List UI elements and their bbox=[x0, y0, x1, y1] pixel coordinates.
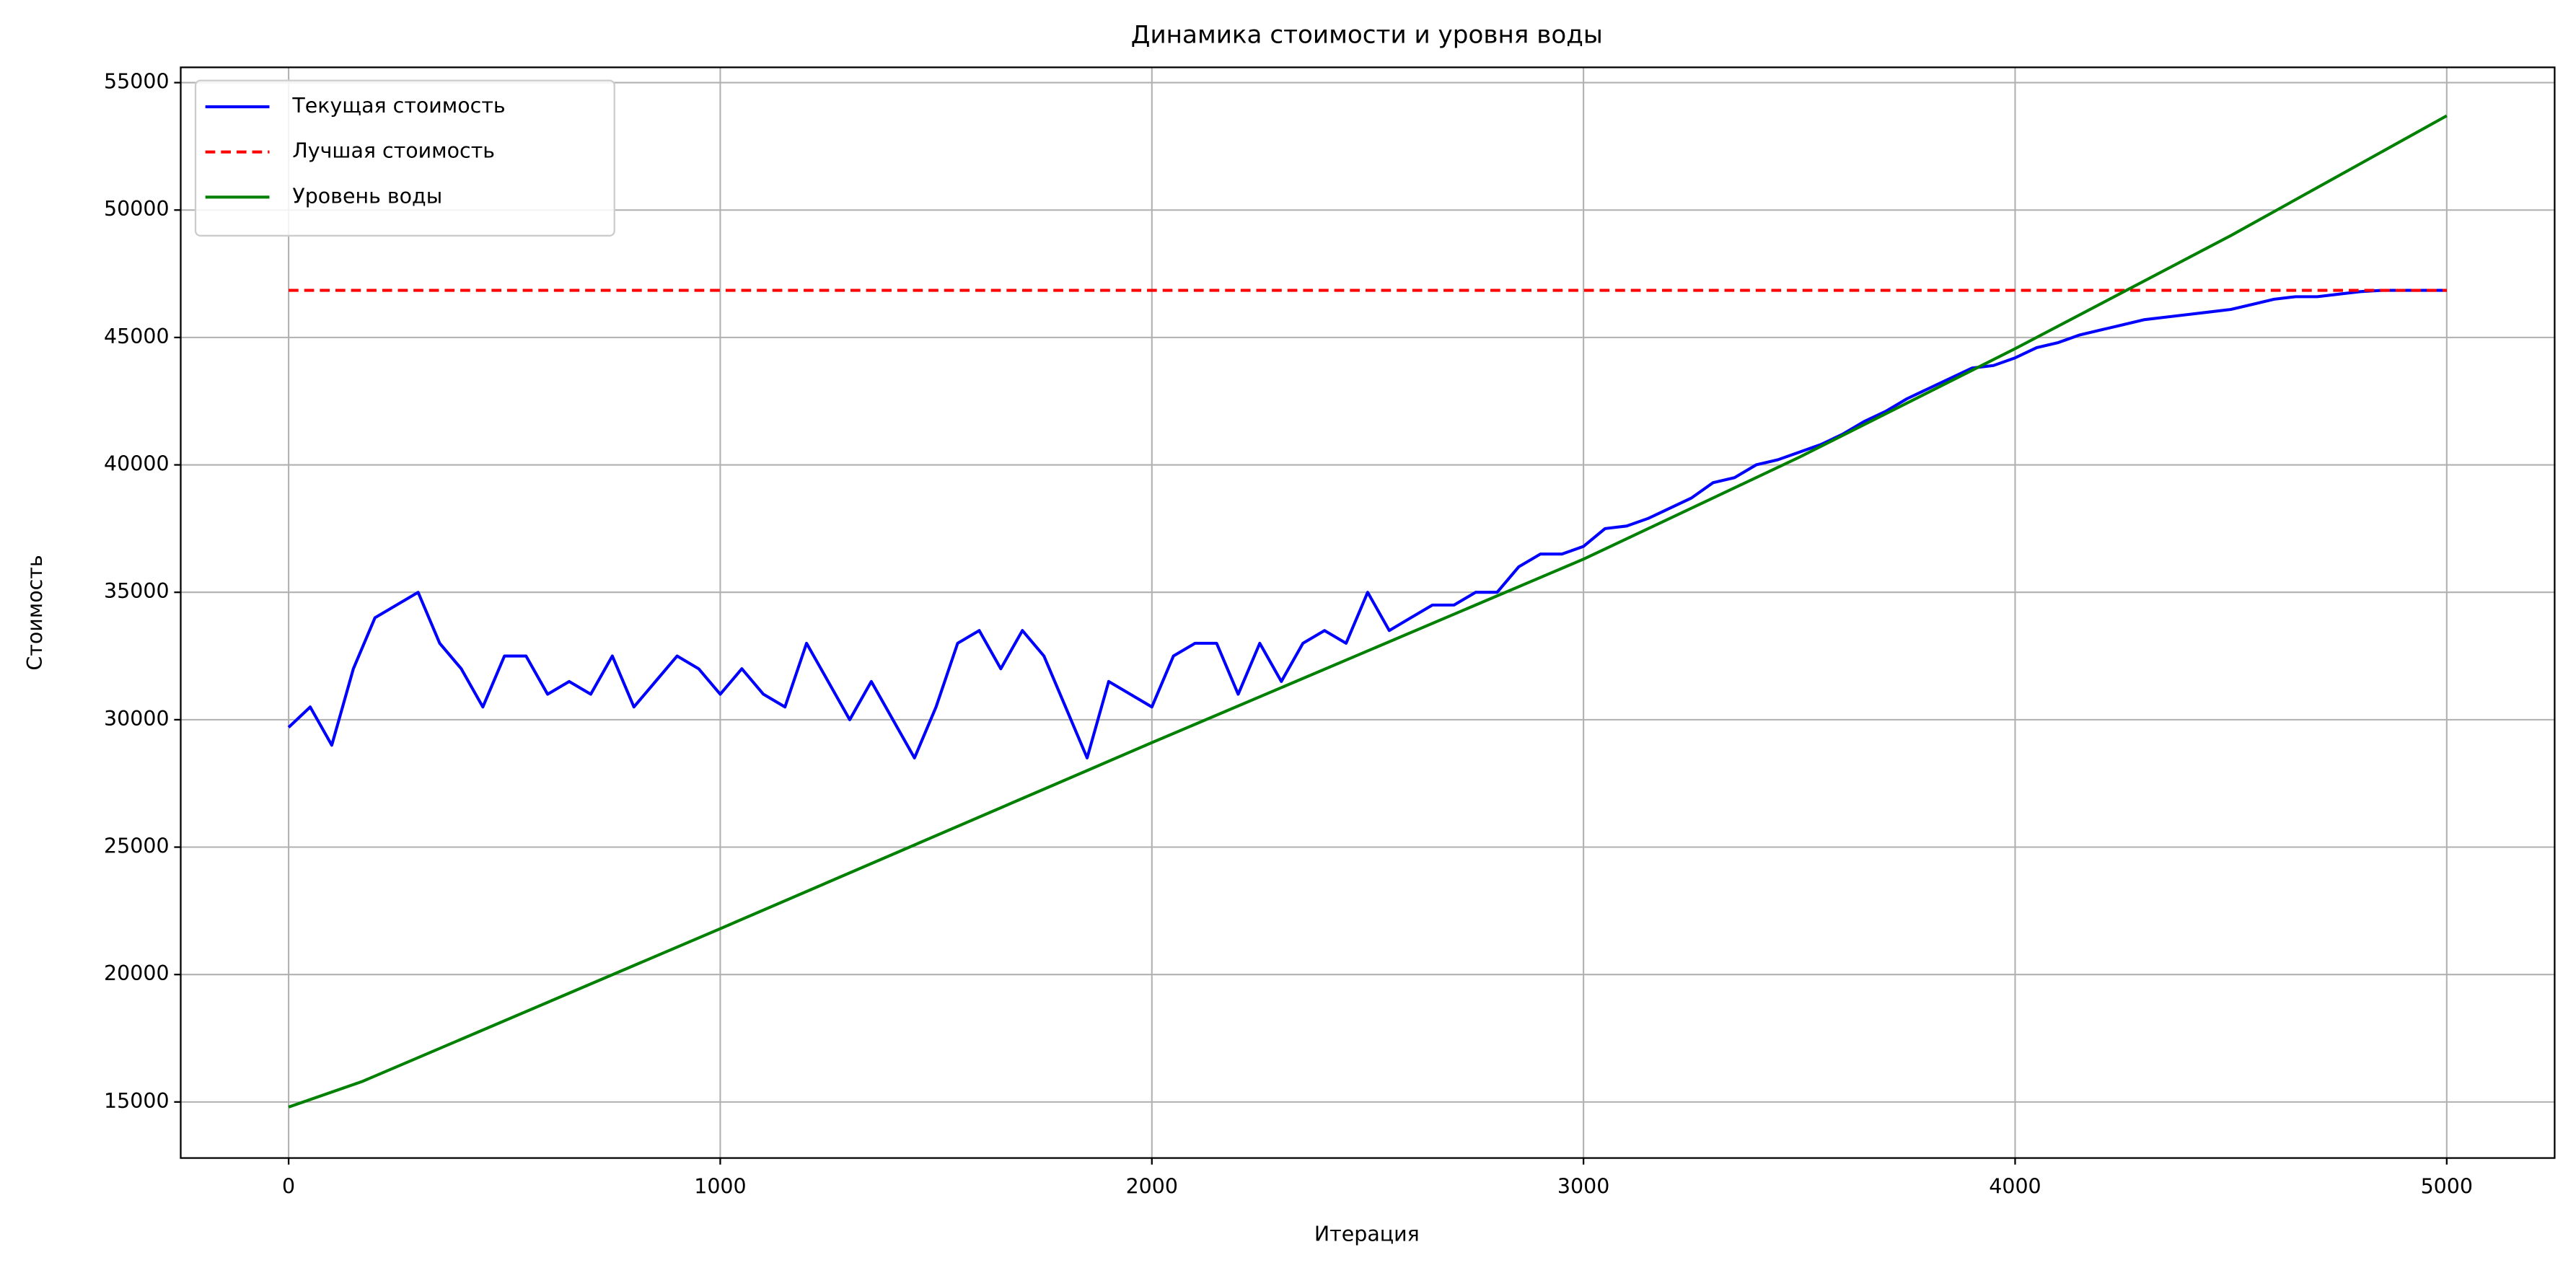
y-tick-label: 50000 bbox=[104, 197, 170, 221]
legend-box bbox=[194, 79, 615, 237]
legend-label: Текущая стоимость bbox=[291, 94, 505, 118]
y-tick-label: 35000 bbox=[104, 579, 170, 603]
y-tick-label: 30000 bbox=[104, 707, 170, 731]
y-tick-label: 25000 bbox=[104, 834, 170, 858]
y-tick-label: 45000 bbox=[104, 325, 170, 348]
x-tick-label: 1000 bbox=[694, 1175, 746, 1199]
x-tick-label: 3000 bbox=[1557, 1175, 1609, 1199]
y-tick-label: 20000 bbox=[104, 961, 170, 985]
y-axis-label: Стоимость bbox=[23, 555, 47, 670]
y-tick-label: 15000 bbox=[104, 1089, 170, 1113]
x-axis-label: Итерация bbox=[1314, 1223, 1420, 1246]
plot-frame bbox=[180, 66, 2556, 1159]
legend-label: Уровень воды bbox=[292, 184, 442, 208]
x-tick-label: 4000 bbox=[1989, 1175, 2041, 1199]
series-line bbox=[287, 288, 2447, 759]
series-line bbox=[288, 114, 2448, 1109]
chart-title: Динамика стоимости и уровня воды bbox=[1131, 21, 1603, 50]
x-tick-label: 5000 bbox=[2421, 1175, 2473, 1199]
x-tick-label: 0 bbox=[282, 1175, 295, 1199]
x-tick-label: 2000 bbox=[1126, 1175, 1178, 1199]
legend-label: Лучшая стоимость bbox=[292, 139, 495, 163]
y-tick-label: 40000 bbox=[104, 452, 170, 476]
y-tick-label: 55000 bbox=[104, 70, 170, 94]
